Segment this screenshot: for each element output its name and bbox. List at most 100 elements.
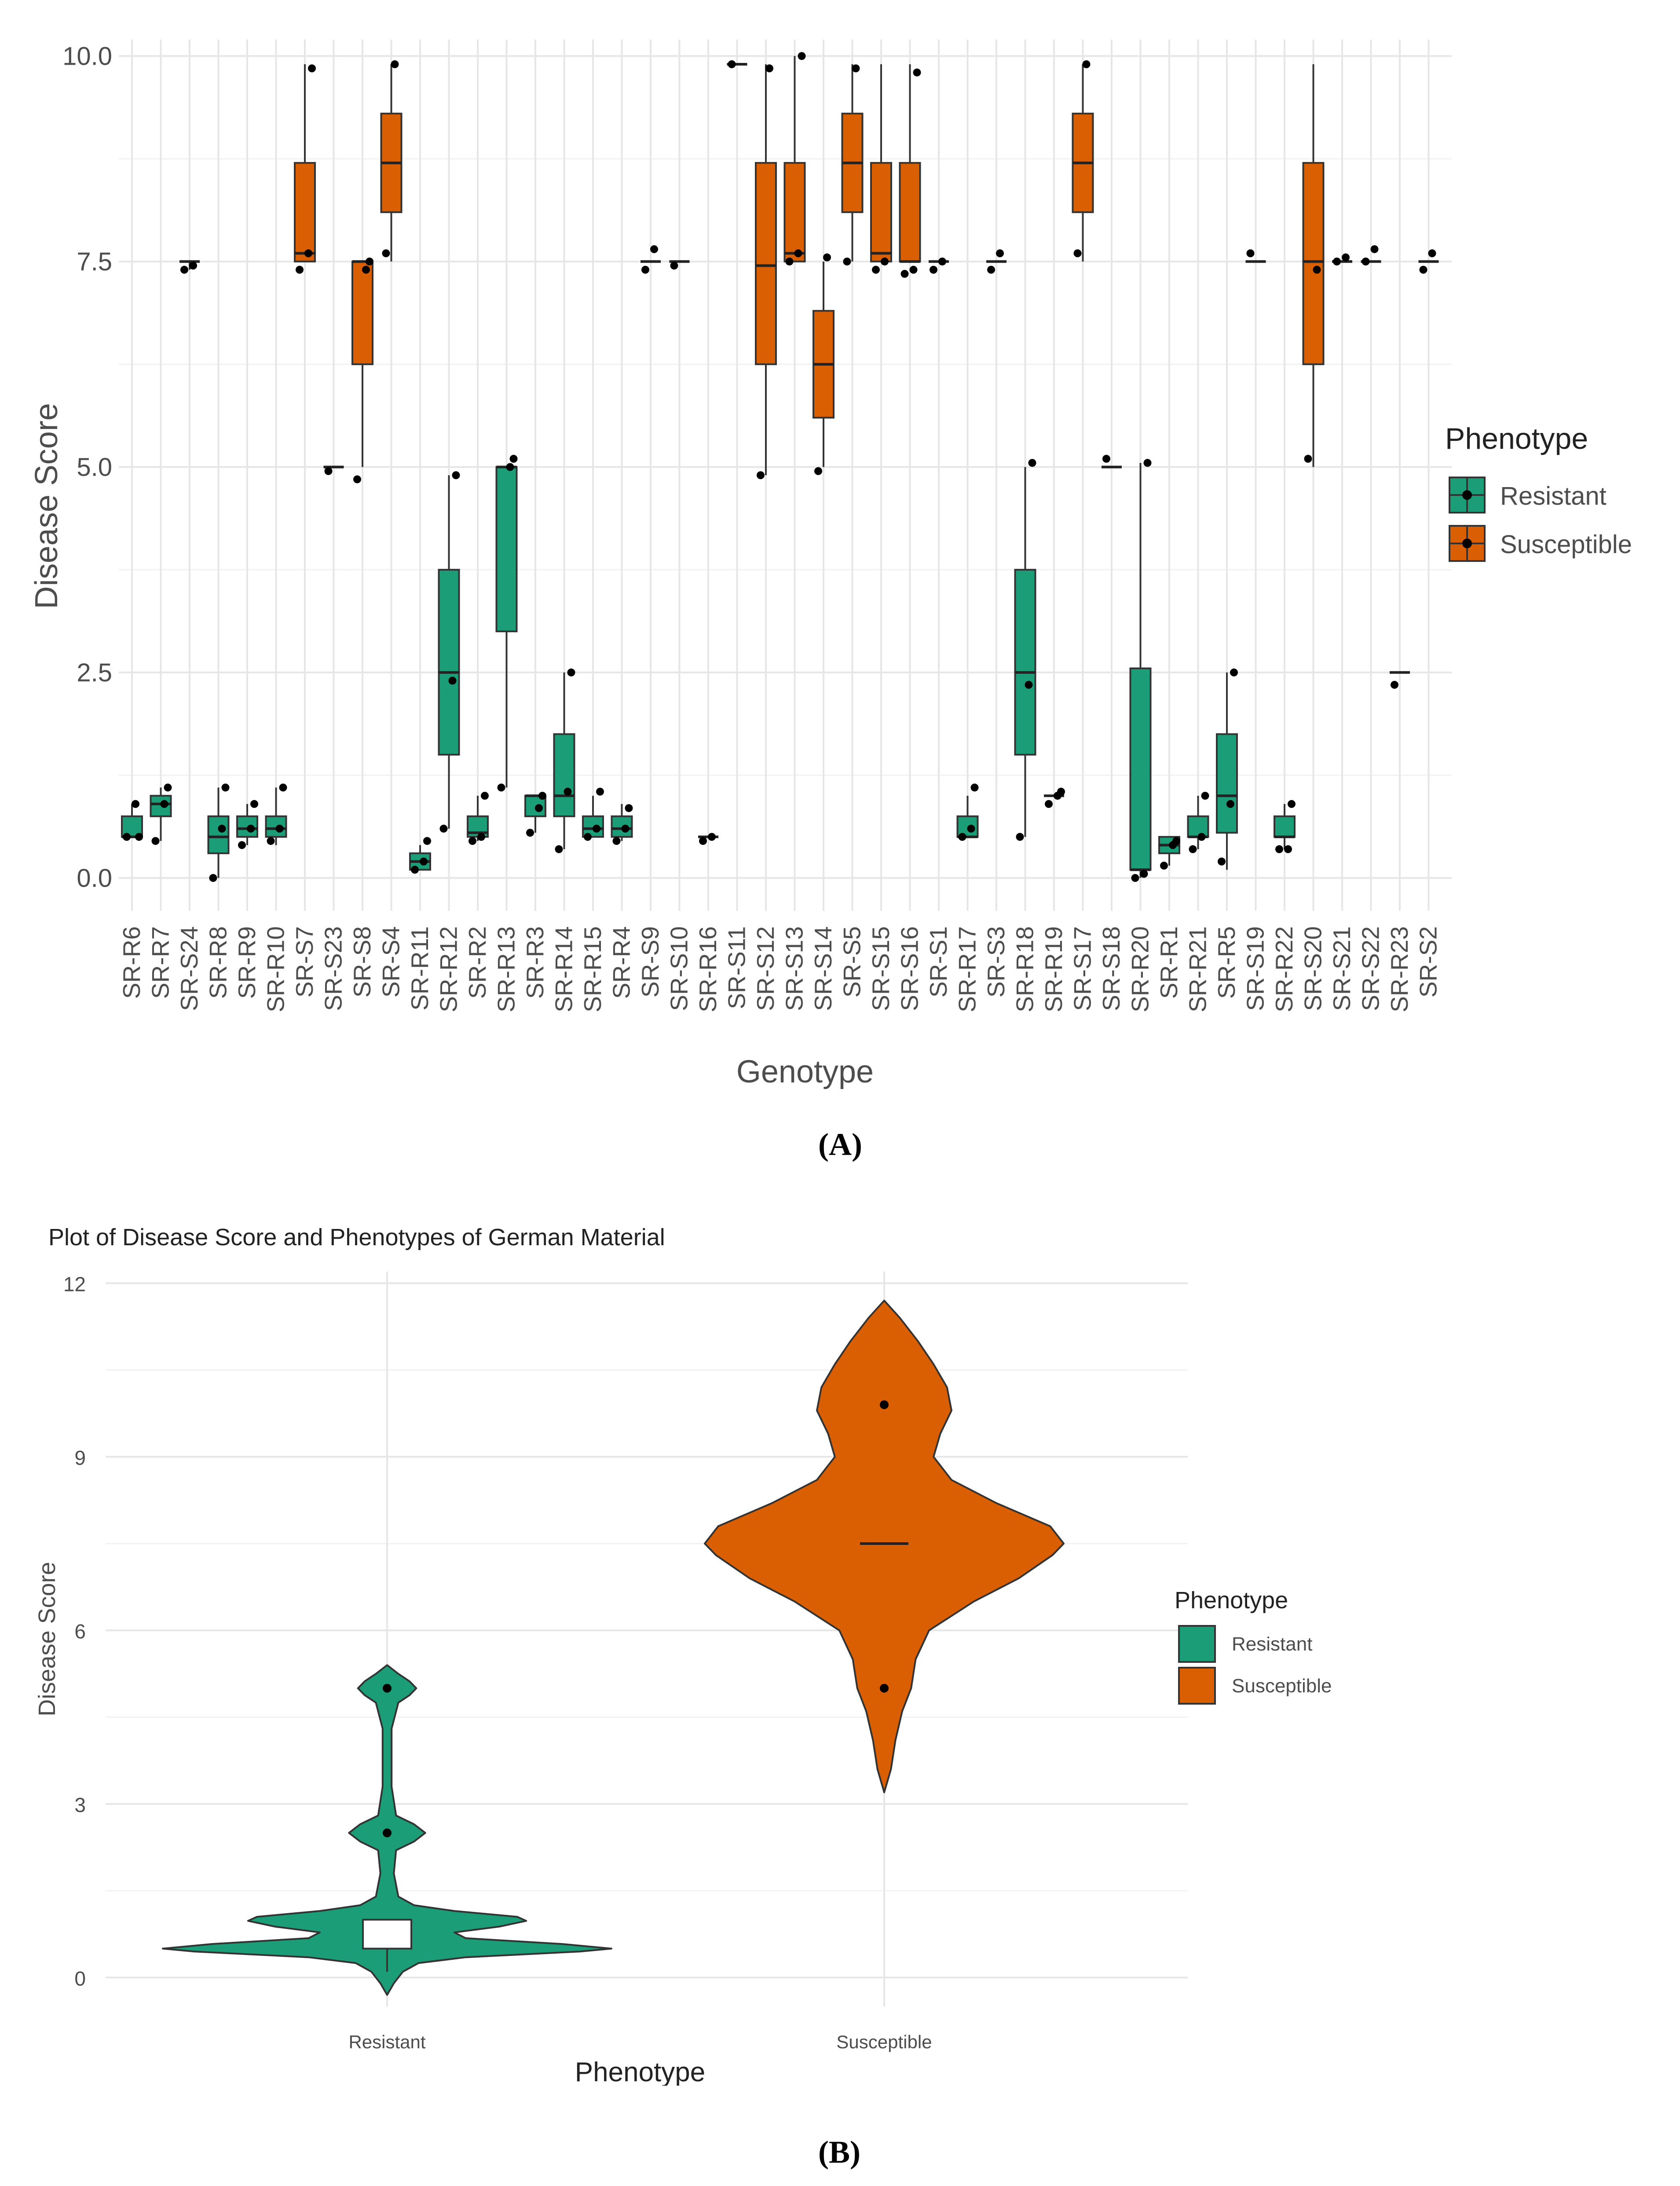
x-tick-label: Susceptible <box>836 2032 932 2052</box>
data-point <box>452 471 460 479</box>
data-point <box>1226 800 1234 808</box>
box-sr-s14 <box>813 253 835 475</box>
data-point <box>1102 455 1110 463</box>
box-sr-s12 <box>755 64 777 479</box>
legend-title: Phenotype <box>1175 1587 1288 1614</box>
x-tick-label: SR-R4 <box>608 926 635 999</box>
x-tick-label: SR-S3 <box>982 926 1010 998</box>
data-point <box>1016 833 1024 841</box>
data-point <box>304 249 312 257</box>
box-sr-r9 <box>236 800 258 849</box>
data-point <box>1073 249 1082 257</box>
legend-label-susceptible: Susceptible <box>1232 1675 1332 1697</box>
x-tick-label: SR-R5 <box>1213 926 1240 999</box>
x-tick-label: SR-R7 <box>147 926 174 999</box>
data-point <box>1333 257 1341 266</box>
x-tick-label: SR-R2 <box>464 926 491 999</box>
data-point <box>708 833 716 841</box>
x-tick-label: SR-S14 <box>809 926 837 1011</box>
box-sr-s5 <box>841 64 864 266</box>
box-iqr <box>553 733 575 818</box>
data-point <box>843 257 851 266</box>
box-iqr <box>1302 162 1325 365</box>
x-tick-label: SR-S18 <box>1098 926 1125 1011</box>
data-point <box>382 249 390 257</box>
data-point <box>324 467 333 475</box>
data-point <box>1342 253 1350 261</box>
data-point <box>880 1684 889 1693</box>
data-point <box>411 866 419 874</box>
box-sr-r18 <box>1014 458 1036 841</box>
data-point <box>1288 800 1296 808</box>
data-point <box>958 833 966 841</box>
data-point <box>391 60 399 69</box>
x-tick-label: SR-S23 <box>320 926 347 1011</box>
x-tick-label: SR-S5 <box>838 926 866 998</box>
data-point <box>267 837 275 845</box>
data-point <box>132 800 139 808</box>
box-iqr <box>611 815 633 838</box>
data-point <box>1218 857 1226 866</box>
data-point <box>987 266 995 274</box>
x-tick-label: SR-S9 <box>637 926 664 998</box>
y-tick-label: 10.0 <box>62 42 112 70</box>
x-tick-label: SR-R16 <box>694 926 721 1012</box>
data-point <box>564 788 572 796</box>
box-sr-s17 <box>1072 60 1094 262</box>
x-tick-label: SR-S16 <box>896 926 923 1011</box>
data-point <box>448 676 457 685</box>
data-point <box>135 833 143 841</box>
box-sr-r13 <box>495 455 518 792</box>
legend-label-resistant: Resistant <box>1500 482 1607 510</box>
violin-susceptible <box>704 1299 1065 1794</box>
data-point <box>584 833 592 841</box>
x-tick-label: SR-R19 <box>1040 926 1067 1012</box>
x-tick-label: SR-R18 <box>1011 926 1039 1012</box>
box-sr-r4 <box>611 804 633 845</box>
x-tick-label: SR-R14 <box>550 926 578 1012</box>
data-point <box>967 825 975 833</box>
x-tick-label: SR-S11 <box>723 926 750 1009</box>
data-point <box>1172 837 1180 845</box>
data-point <box>1197 833 1206 841</box>
data-point <box>1131 874 1139 882</box>
data-point <box>506 463 514 471</box>
box-iqr <box>438 569 460 756</box>
box-sr-r23 <box>1390 671 1410 689</box>
box-sr-s7 <box>294 64 316 274</box>
data-point <box>625 804 633 812</box>
data-point <box>699 837 707 845</box>
y-tick-label: 7.5 <box>77 247 112 276</box>
violin-shape <box>704 1299 1065 1794</box>
data-point <box>1304 455 1312 463</box>
data-point <box>160 800 168 808</box>
box-sr-r8 <box>207 783 230 882</box>
panel-a-caption: (A) <box>818 1127 862 1162</box>
data-point <box>1391 681 1398 689</box>
data-point <box>765 64 773 73</box>
box-iqr <box>351 260 373 365</box>
x-tick-label: SR-S7 <box>291 926 318 998</box>
y-tick-label: 2.5 <box>77 658 112 687</box>
data-point <box>497 783 505 792</box>
x-tick-label: SR-R1 <box>1155 926 1182 999</box>
x-tick-label: SR-S17 <box>1069 926 1096 1011</box>
data-point <box>938 257 946 266</box>
data-point <box>1246 249 1255 257</box>
data-point <box>535 804 543 812</box>
y-tick-label: 9 <box>74 1446 86 1469</box>
legend-point <box>1462 539 1472 548</box>
x-axis-title: Phenotype <box>575 2057 705 2086</box>
x-tick-label: SR-R8 <box>205 926 232 999</box>
data-point <box>526 829 534 837</box>
data-point <box>728 60 736 69</box>
box-sr-r12 <box>438 471 460 833</box>
data-point <box>1028 458 1036 467</box>
chart-a-boxplot: 0.02.55.07.510.0SR-R6 SR-R7 SR-S24 SR-R8 SR-… <box>29 40 1632 1089</box>
data-point <box>1189 845 1197 853</box>
data-point <box>970 783 979 792</box>
data-point <box>189 261 197 270</box>
data-point <box>900 270 909 278</box>
data-point <box>1275 845 1283 853</box>
data-point <box>670 261 678 270</box>
